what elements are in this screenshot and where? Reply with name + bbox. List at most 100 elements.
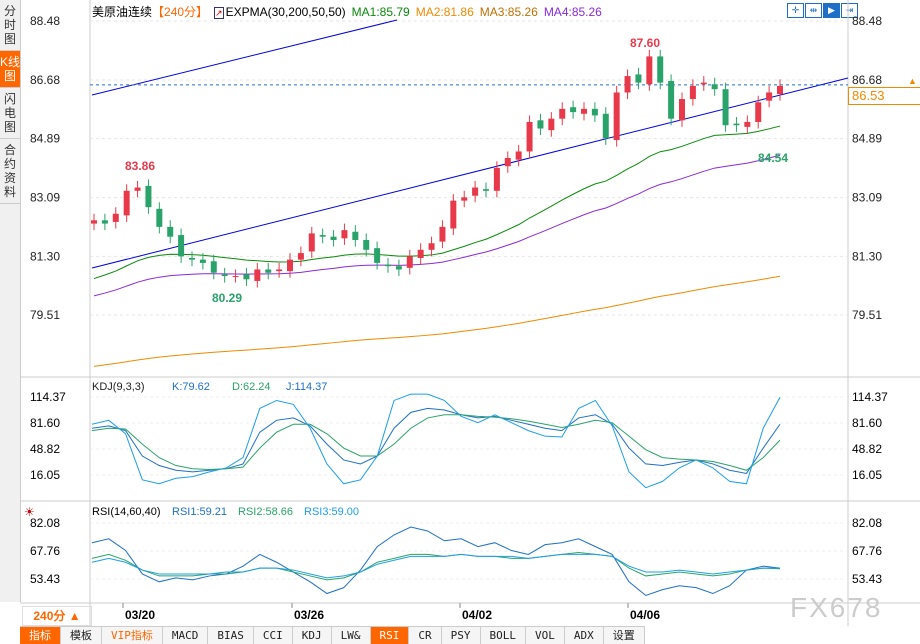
ma3-value: MA3:85.26 xyxy=(479,5,538,19)
upper-trendline xyxy=(91,19,398,96)
candle-body xyxy=(472,187,479,196)
scale-tool-icon[interactable]: ⇹ xyxy=(805,3,822,18)
price-tick-left: 79.51 xyxy=(30,308,60,322)
candle-body xyxy=(450,200,457,229)
candle-body xyxy=(679,99,685,121)
indicator-tab-BOLL[interactable]: BOLL xyxy=(481,627,526,644)
candle-body xyxy=(417,249,424,258)
indicator-tab-MACD[interactable]: MACD xyxy=(163,627,209,644)
move-right-tool-icon[interactable]: ▶ xyxy=(823,3,840,18)
indicator-tabs: 指标 模板 VIP指标 MACD BIAS CCI KDJ LW& RSI CR PSY BOLL VO… xyxy=(20,626,645,644)
symbol-name: 美原油连续 xyxy=(92,5,153,19)
candle-body xyxy=(777,85,783,95)
indicator-tab-模板[interactable]: 模板 xyxy=(61,627,102,644)
candle-body xyxy=(493,167,500,191)
candle-body xyxy=(602,113,609,139)
side-tab-0[interactable]: 分时图 xyxy=(0,0,20,51)
indicator-icon[interactable]: ↗ xyxy=(214,7,224,19)
candle-body xyxy=(395,266,402,270)
indicator-tab-VIP指标[interactable]: VIP指标 xyxy=(102,627,163,644)
indicator-name: EXPMA(30,200,50,50) xyxy=(225,5,346,19)
candle-body xyxy=(91,220,97,224)
side-tab-1[interactable]: K线图 xyxy=(0,51,20,88)
ma1-value: MA1:85.79 xyxy=(351,5,410,19)
rsi-tick-left: 67.76 xyxy=(30,544,60,558)
high-label: 87.60 xyxy=(630,36,660,50)
candle-body xyxy=(559,108,566,119)
indicator-tab-VOL[interactable]: VOL xyxy=(526,627,565,644)
candle-body xyxy=(646,56,653,85)
candle-body xyxy=(668,80,675,119)
indicator-tab-CCI[interactable]: CCI xyxy=(254,627,293,644)
ma1-line xyxy=(93,125,781,280)
candle-body xyxy=(297,253,304,260)
scroll-end-tool-icon[interactable]: ⇥ xyxy=(841,3,858,18)
indicator-tab-设置[interactable]: 设置 xyxy=(604,627,645,644)
side-tab-2[interactable]: 闪电图 xyxy=(0,88,20,139)
rsi-tick-left: 82.08 xyxy=(30,516,60,530)
price-tick-left: 84.89 xyxy=(30,132,60,146)
indicator-tab-指标[interactable]: 指标 xyxy=(20,627,61,644)
candle-body xyxy=(548,118,555,131)
side-tab-3[interactable]: 合约资料 xyxy=(0,139,20,204)
candle-body xyxy=(439,226,446,242)
settings-sun-icon[interactable]: ☀ xyxy=(24,505,35,519)
rsi-title: RSI(14,60,40) xyxy=(92,506,160,518)
date-label: 04/06 xyxy=(630,608,660,622)
indicator-tab-LW&[interactable]: LW& xyxy=(332,627,371,644)
candle-body xyxy=(591,108,598,116)
rsi3: RSI3:59.00 xyxy=(304,506,359,518)
candle-body xyxy=(178,235,185,257)
candle-body xyxy=(287,259,293,272)
candle-body xyxy=(537,120,544,129)
candle-body xyxy=(156,208,163,227)
candle-body xyxy=(112,213,119,222)
candle-body xyxy=(101,220,108,224)
indicator-tab-ADX[interactable]: ADX xyxy=(565,627,604,644)
price-tick-left: 88.48 xyxy=(30,14,60,28)
candle-body xyxy=(123,190,130,216)
candle-body xyxy=(483,189,489,191)
indicator-tab-CR[interactable]: CR xyxy=(409,627,442,644)
candle-body xyxy=(341,230,348,239)
candle-body xyxy=(319,235,326,237)
period-button[interactable]: 240分 ▲ xyxy=(22,606,92,626)
price-tick: 79.51 xyxy=(852,308,882,322)
date-label: 04/02 xyxy=(462,608,492,622)
kdj-D-line xyxy=(91,414,781,471)
kdj-tick: 114.37 xyxy=(852,390,888,404)
candle-body xyxy=(145,185,152,208)
candle-body xyxy=(570,107,577,113)
candle-body xyxy=(613,92,620,140)
indicator-tab-RSI[interactable]: RSI xyxy=(370,627,410,644)
kdj-J-line xyxy=(91,393,781,489)
price-tick-left: 83.09 xyxy=(30,191,60,205)
candle-body xyxy=(744,121,751,127)
indicator-tab-PSY[interactable]: PSY xyxy=(442,627,481,644)
expand-arrow-icon[interactable]: ▲ xyxy=(908,76,917,86)
candle-body xyxy=(167,226,174,237)
chart-canvas[interactable]: 88.48 88.48 86.68 86.68 84.89 84.89 83.09 83.09… xyxy=(0,0,920,626)
candle-body xyxy=(689,85,696,100)
crosshair-tool-icon[interactable]: ✛ xyxy=(787,3,804,18)
rsi-tick: 53.43 xyxy=(852,572,882,586)
price-tick: 86.68 xyxy=(852,73,882,87)
price-tick-left: 86.68 xyxy=(30,73,60,87)
indicator-tab-KDJ[interactable]: KDJ xyxy=(293,627,332,644)
candle-body xyxy=(722,89,729,126)
rsi-R3-line xyxy=(91,553,780,579)
candle-body xyxy=(374,248,381,263)
price-tick: 81.30 xyxy=(852,249,882,263)
low-label: 84.54 xyxy=(758,151,788,165)
indicator-tab-BIAS[interactable]: BIAS xyxy=(208,627,254,644)
price-tick-left: 81.30 xyxy=(30,249,60,263)
date-label: 03/26 xyxy=(294,608,324,622)
side-tabs: 分时图 K线图 闪电图 合约资料 xyxy=(0,0,21,602)
candle-body xyxy=(199,259,206,263)
rsi2: RSI2:58.66 xyxy=(238,506,293,518)
rsi1: RSI1:59.21 xyxy=(172,506,227,518)
candle-body xyxy=(526,121,533,152)
candle-body xyxy=(657,56,664,83)
candle-body xyxy=(766,92,773,101)
rsi-tick: 67.76 xyxy=(852,544,882,558)
